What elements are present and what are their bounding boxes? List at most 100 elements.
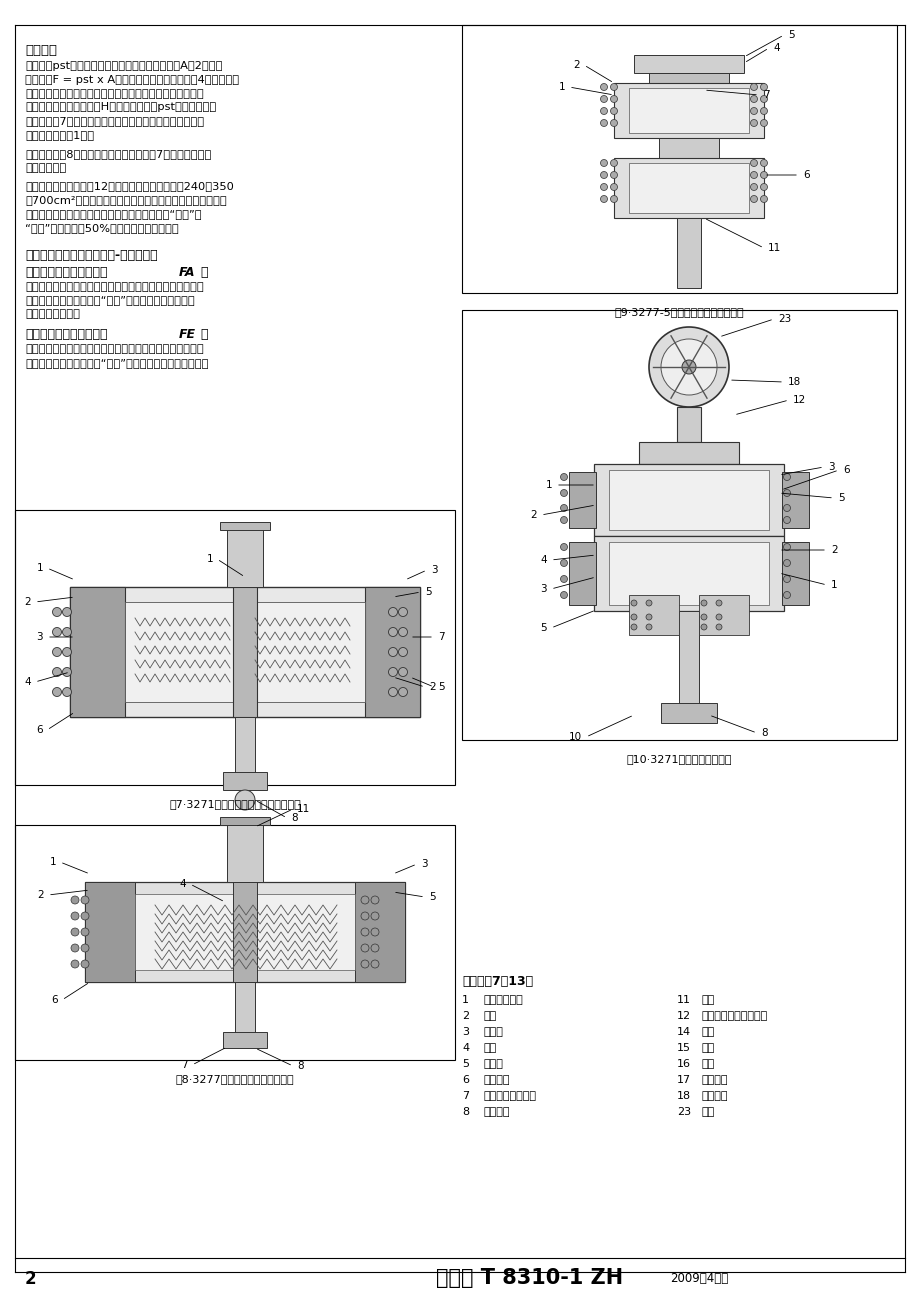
Circle shape	[750, 195, 756, 203]
Circle shape	[645, 615, 652, 620]
Circle shape	[234, 790, 255, 810]
Text: 当作用在膜片上的信号压力减少或气源故障，膜片室内的弹: 当作用在膜片上的信号压力减少或气源故障，膜片室内的弹	[25, 281, 203, 292]
Text: 6: 6	[842, 465, 849, 475]
Text: 1: 1	[37, 562, 43, 573]
Circle shape	[750, 108, 756, 115]
Circle shape	[610, 172, 617, 178]
Bar	[781, 473, 808, 529]
Bar	[633, 55, 743, 73]
Circle shape	[560, 474, 567, 480]
Text: 图10·3271型带附加顶装手轮: 图10·3271型带附加顶装手轮	[626, 754, 731, 764]
Circle shape	[370, 896, 379, 904]
Text: 盖帽: 盖帽	[701, 1027, 714, 1036]
Text: 相平衡。内置弹簧数量及对其预压紧决定着气动执行机构弹: 相平衡。内置弹簧数量及对其预压紧决定着气动执行机构弹	[25, 89, 203, 99]
Circle shape	[783, 474, 789, 480]
Circle shape	[370, 960, 379, 967]
Text: 18: 18	[676, 1091, 690, 1101]
Circle shape	[81, 928, 89, 936]
Circle shape	[783, 560, 789, 566]
Text: 7: 7	[437, 631, 444, 642]
Bar	[660, 703, 716, 723]
Text: 3: 3	[421, 859, 427, 868]
Text: 2: 2	[830, 546, 836, 555]
Bar	[678, 611, 698, 711]
Text: 5: 5	[425, 587, 431, 598]
Text: 8: 8	[760, 728, 766, 738]
Circle shape	[610, 120, 617, 126]
Bar	[629, 89, 748, 133]
Circle shape	[388, 687, 397, 697]
Circle shape	[370, 911, 379, 921]
Text: 10: 10	[568, 732, 582, 742]
Circle shape	[750, 160, 756, 167]
Text: 4: 4	[179, 879, 186, 889]
Circle shape	[610, 95, 617, 103]
Text: 气动执行机构推杆缩回（: 气动执行机构推杆缩回（	[25, 328, 108, 341]
Text: 气动执行机构推杆伸出（: 气动执行机构推杆伸出（	[25, 266, 108, 279]
Text: 当作用在膜片上的信号压力减少或气源故障，膜片室内的弹: 当作用在膜片上的信号压力减少或气源故障，膜片室内的弹	[25, 344, 203, 354]
Circle shape	[388, 668, 397, 677]
Text: 14: 14	[676, 1027, 690, 1036]
Text: 5: 5	[437, 682, 444, 691]
Bar	[629, 595, 678, 635]
Text: 7: 7	[762, 90, 769, 100]
Circle shape	[783, 517, 789, 523]
Circle shape	[600, 83, 607, 91]
Circle shape	[715, 615, 721, 620]
Text: 机构推杆（7）的动作方向取决于内置弹簧装配位置和信号: 机构推杆（7）的动作方向取决于内置弹簧装配位置和信号	[25, 116, 204, 126]
Bar	[608, 470, 768, 530]
Bar	[220, 522, 269, 530]
Text: 位，执行机构行程可在两个方向（执行机构推杆“伸出”或: 位，执行机构行程可在两个方向（执行机构推杆“伸出”或	[25, 210, 201, 219]
Circle shape	[783, 575, 789, 582]
Circle shape	[81, 960, 89, 967]
Text: 止挡轴套: 止挡轴套	[701, 1075, 728, 1085]
Text: 压力连接位置（1）。: 压力连接位置（1）。	[25, 130, 94, 141]
Circle shape	[398, 647, 407, 656]
Text: 4: 4	[539, 555, 547, 565]
Text: 11: 11	[676, 995, 690, 1005]
Text: 5: 5	[428, 892, 436, 902]
Circle shape	[560, 560, 567, 566]
Text: 2: 2	[529, 510, 537, 519]
Text: 图7·3271型（右半部；附加套装弹簧）: 图7·3271型（右半部；附加套装弹簧）	[169, 799, 301, 809]
Text: 簧力使气动执行机构推杆“伸出”到最下端位置（参见剖: 簧力使气动执行机构推杆“伸出”到最下端位置（参见剖	[25, 296, 195, 306]
Circle shape	[600, 95, 607, 103]
Circle shape	[81, 896, 89, 904]
Circle shape	[62, 647, 72, 656]
Text: 差手轮的执行机构推杆: 差手轮的执行机构推杆	[701, 1010, 767, 1021]
Circle shape	[645, 624, 652, 630]
Circle shape	[760, 83, 766, 91]
Bar	[461, 310, 896, 740]
Text: 11: 11	[767, 243, 780, 253]
Text: 5: 5	[837, 493, 844, 503]
Circle shape	[760, 160, 766, 167]
Circle shape	[700, 615, 706, 620]
Text: 15: 15	[676, 1043, 690, 1053]
Text: “缩回”）上最大为50%的限制和允许的调整。: “缩回”）上最大为50%的限制和允许的调整。	[25, 223, 178, 233]
Circle shape	[750, 95, 756, 103]
Text: 2: 2	[38, 891, 44, 900]
Text: 3: 3	[430, 565, 437, 575]
Text: 锁紧螺母: 锁紧螺母	[483, 1075, 510, 1085]
Circle shape	[398, 668, 407, 677]
Text: 2: 2	[24, 598, 31, 607]
Text: 1: 1	[461, 995, 469, 1005]
Text: 17: 17	[676, 1075, 690, 1085]
Text: 11: 11	[297, 805, 310, 814]
Text: 3: 3	[539, 585, 547, 594]
Text: 4: 4	[461, 1043, 469, 1053]
Bar	[233, 881, 256, 982]
Bar	[233, 587, 256, 717]
Circle shape	[560, 575, 567, 582]
Circle shape	[62, 608, 72, 617]
Text: 面图的右半部）。: 面图的右半部）。	[25, 309, 80, 319]
Bar	[639, 441, 738, 464]
Circle shape	[360, 944, 369, 952]
Text: 5: 5	[539, 622, 547, 633]
Bar	[568, 542, 596, 605]
Circle shape	[610, 83, 617, 91]
Circle shape	[760, 95, 766, 103]
Circle shape	[360, 896, 369, 904]
Circle shape	[388, 608, 397, 617]
Circle shape	[600, 184, 607, 190]
